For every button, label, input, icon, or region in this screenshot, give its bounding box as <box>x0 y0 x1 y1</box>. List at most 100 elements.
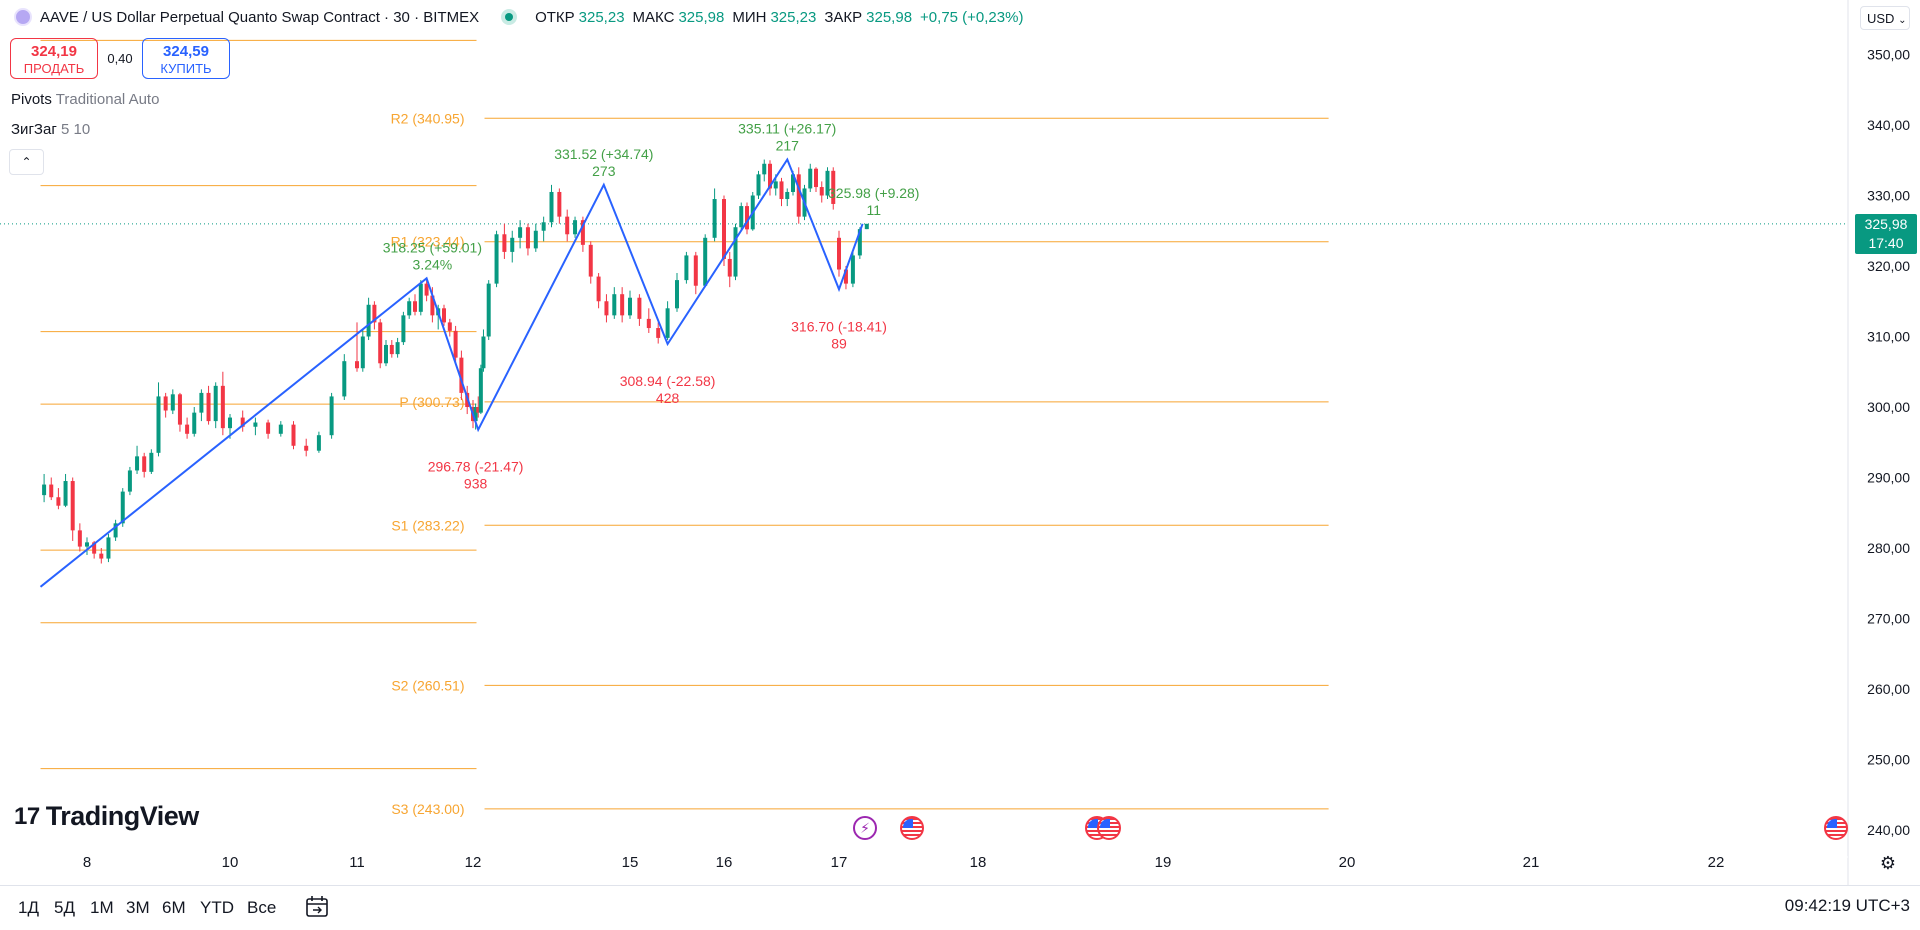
candle-body <box>149 452 154 472</box>
candle-body <box>494 234 499 284</box>
x-tick-label: 19 <box>1155 854 1172 871</box>
chevron-down-icon: ⌄ <box>1898 15 1907 26</box>
event-flash-icon[interactable]: ⚡ <box>853 816 877 840</box>
chart-header: AAVE / US Dollar Perpetual Quanto Swap C… <box>0 0 1031 34</box>
date-range-calendar-icon[interactable] <box>304 895 330 919</box>
candle-body <box>837 237 841 270</box>
sell-button[interactable]: 324,19 ПРОДАТЬ <box>10 38 98 79</box>
zigzag-pivot-label: 296.78 (-21.47) <box>428 459 524 475</box>
candle-body <box>518 227 523 238</box>
candle-body <box>418 283 423 312</box>
candle-body <box>533 230 538 249</box>
candle-body <box>831 170 836 204</box>
candle-body <box>401 315 406 343</box>
range-1m-button[interactable]: 1М <box>90 898 114 917</box>
candle-body <box>612 294 617 316</box>
candle-body <box>185 424 190 434</box>
buy-label: КУПИТЬ <box>160 61 212 76</box>
candle-body <box>573 220 578 235</box>
zigzag-pivot-label: 331.52 (+34.74) <box>554 146 653 162</box>
candle-body <box>478 368 483 413</box>
candle-body <box>656 328 661 338</box>
range-1d-button[interactable]: 1Д <box>18 898 39 917</box>
candle-body <box>791 174 795 192</box>
candle-body <box>113 523 118 538</box>
y-tick-label: 330,00 <box>1867 188 1910 204</box>
candle-body <box>430 295 435 316</box>
x-tick-label: 11 <box>349 854 365 871</box>
candle-body <box>773 181 778 189</box>
zigzag-pivot-label: 308.94 (-22.58) <box>620 373 716 389</box>
buy-button[interactable]: 324,59 КУПИТЬ <box>142 38 230 79</box>
candle-body <box>413 301 417 312</box>
candle-body <box>857 229 862 256</box>
candle-body <box>756 174 761 196</box>
range-5d-button[interactable]: 5Д <box>54 898 75 917</box>
candle-body <box>588 244 593 277</box>
x-tick-label: 15 <box>622 854 639 871</box>
candle-body <box>407 301 412 316</box>
pivots-name: Pivots <box>11 91 52 108</box>
candle-body <box>620 294 625 316</box>
candle-body <box>213 385 218 422</box>
range-all-button[interactable]: Все <box>247 898 277 917</box>
last-price-value: 325,98 <box>1864 216 1908 232</box>
range-6m-button[interactable]: 6М <box>162 898 186 917</box>
candle-body <box>565 216 570 235</box>
market-status-icon[interactable] <box>505 13 514 21</box>
us-flag-event-icon[interactable] <box>1097 816 1121 840</box>
zigzag-pivot-sublabel: 217 <box>776 137 800 153</box>
candle-body <box>316 435 321 451</box>
currency-select[interactable]: USD ⌄ <box>1860 6 1910 30</box>
zigzag-pivot-sublabel: 428 <box>656 390 680 406</box>
tradingview-logo-mark: 17 <box>14 802 40 830</box>
us-flag-event-icon[interactable] <box>1824 816 1848 840</box>
candle-body <box>360 336 365 369</box>
candle-body <box>665 308 670 338</box>
legend-collapse-button[interactable]: ⌃ <box>9 149 44 175</box>
zigzag-name: ЗигЗаг <box>11 121 57 138</box>
range-ytd-button[interactable]: YTD <box>200 898 234 917</box>
zigzag-pivot-sublabel: 89 <box>831 335 847 351</box>
candle-body <box>291 424 296 446</box>
zigzag-pivot-sublabel: 273 <box>592 163 616 179</box>
candle-body <box>541 222 546 231</box>
chart-settings-icon[interactable]: ⚙ <box>1879 853 1897 873</box>
x-tick-label: 12 <box>465 854 482 871</box>
candle-body <box>170 394 175 411</box>
y-tick-label: 260,00 <box>1867 681 1910 697</box>
candle-body <box>693 255 698 286</box>
candle-body <box>142 456 147 472</box>
sell-price: 324,19 <box>31 43 77 60</box>
spread-value: 0,40 <box>107 51 133 66</box>
range-3m-button[interactable]: 3М <box>126 898 150 917</box>
last-price-tag: 325,98 17:40 <box>1855 214 1917 254</box>
candle-body <box>206 392 211 422</box>
candle-body <box>510 237 515 252</box>
us-flag-event-icon[interactable] <box>900 816 924 840</box>
candle-body <box>825 170 830 196</box>
utc-clock[interactable]: 09:42:19 UTC+3 <box>1784 896 1910 915</box>
candle-body <box>646 318 651 329</box>
buy-price: 324,59 <box>163 43 209 60</box>
pivot-level-label: R1 (323.44) <box>391 234 465 250</box>
high-label: МАКС <box>632 8 675 26</box>
open-value: 325,23 <box>578 8 625 26</box>
indicator-legend-pivots[interactable]: Pivots Traditional Auto <box>11 91 159 108</box>
pivot-level-label: P (300.73) <box>399 394 464 410</box>
candle-body <box>106 537 111 559</box>
candle-body <box>712 199 717 238</box>
candle-body <box>63 481 68 506</box>
candle-body <box>703 237 708 286</box>
tradingview-logo[interactable]: 17 TradingView <box>14 801 199 832</box>
symbol-title[interactable]: AAVE / US Dollar Perpetual Quanto Swap C… <box>40 8 480 26</box>
indicator-legend-zigzag[interactable]: ЗигЗаг 5 10 <box>11 121 90 138</box>
zigzag-pivot-label: 318.25 (+59.01) <box>383 239 482 255</box>
zigzag-pivot-label: 316.70 (-18.41) <box>791 318 887 334</box>
chart-canvas[interactable]: 240,00 250,00 260,00 270,00 280,00 290,00 300,… <box>0 0 1920 885</box>
candle-body <box>85 542 89 547</box>
trade-panel: 324,19 ПРОДАТЬ 0,40 324,59 КУПИТЬ <box>10 38 230 79</box>
price-change: +0,75 (+0,23%) <box>920 8 1024 26</box>
x-tick-label: 18 <box>970 854 987 871</box>
x-tick-label: 17 <box>831 854 848 871</box>
